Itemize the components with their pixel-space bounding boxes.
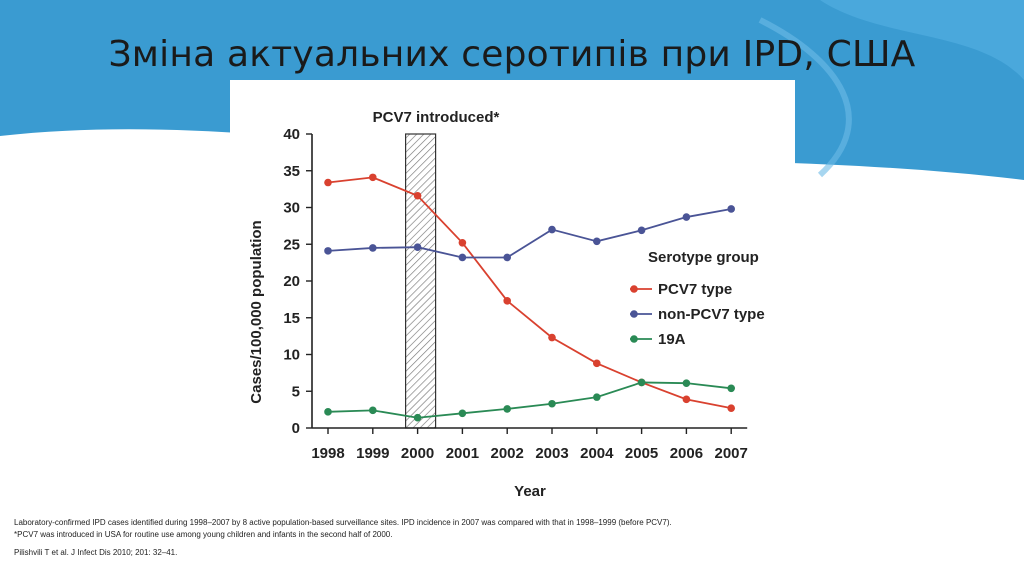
data-point-pcv7-type bbox=[324, 178, 332, 187]
x-tick-label: 1998 bbox=[311, 445, 344, 462]
legend-marker bbox=[630, 335, 638, 343]
header-band-highlight bbox=[820, 0, 1024, 80]
legend-label: non-PCV7 type bbox=[658, 306, 765, 323]
y-tick-label: 15 bbox=[283, 310, 300, 327]
data-point-non-pcv7-type bbox=[727, 205, 735, 213]
line-chart: PCV7 introduced* Cases/100,000 populatio… bbox=[248, 109, 765, 500]
footnote-line-1: Laboratory-confirmed IPD cases identifie… bbox=[14, 518, 672, 527]
x-tick-label: 1999 bbox=[356, 445, 389, 462]
data-point-non-pcv7-type bbox=[593, 237, 601, 246]
series-line-19a bbox=[327, 381, 732, 419]
slide-title: Зміна актуальних серотипів при IPD, США bbox=[108, 34, 916, 75]
chart-panel: PCV7 introduced* Cases/100,000 populatio… bbox=[230, 80, 795, 505]
x-tick-label: 2003 bbox=[535, 445, 568, 462]
data-point-non-pcv7-type bbox=[413, 243, 422, 251]
data-point-non-pcv7-type bbox=[458, 253, 467, 262]
legend-title: Serotype group bbox=[648, 249, 759, 266]
x-tick-label: 2000 bbox=[401, 445, 434, 462]
data-point-pcv7-type bbox=[727, 404, 735, 412]
y-tick-label: 35 bbox=[283, 163, 300, 180]
data-point-non-pcv7-type bbox=[682, 213, 691, 221]
data-point-19a bbox=[637, 378, 646, 387]
data-point-19a bbox=[548, 399, 556, 408]
data-point-non-pcv7-type bbox=[369, 244, 377, 252]
data-point-19a bbox=[369, 406, 377, 415]
data-point-non-pcv7-type bbox=[503, 253, 512, 262]
data-point-pcv7-type bbox=[458, 238, 467, 247]
x-tick-label: 2004 bbox=[580, 445, 614, 462]
data-point-19a bbox=[413, 413, 422, 422]
footnote-line-2: *PCV7 was introduced in USA for routine … bbox=[14, 529, 393, 539]
legend-label: 19A bbox=[658, 331, 686, 348]
y-tick-label: 30 bbox=[283, 200, 300, 217]
data-point-19a bbox=[503, 405, 512, 413]
series-line-pcv7-type bbox=[327, 176, 732, 410]
x-axis-label: Year bbox=[514, 483, 546, 500]
data-point-19a bbox=[727, 384, 735, 393]
data-point-pcv7-type bbox=[593, 359, 601, 368]
data-point-19a bbox=[593, 393, 601, 401]
data-point-non-pcv7-type bbox=[324, 247, 332, 255]
y-tick-label: 5 bbox=[292, 383, 300, 400]
legend-marker bbox=[630, 310, 638, 318]
y-tick-label: 40 bbox=[283, 126, 300, 143]
header-band-curve bbox=[758, 17, 852, 178]
x-tick-label: 2005 bbox=[625, 445, 658, 462]
data-point-pcv7-type bbox=[369, 173, 377, 182]
data-point-19a bbox=[682, 379, 691, 387]
data-point-19a bbox=[458, 409, 467, 418]
series-line-non-pcv7-type bbox=[327, 208, 732, 259]
data-point-non-pcv7-type bbox=[637, 226, 646, 235]
x-tick-label: 2007 bbox=[715, 445, 748, 462]
citation: Pilishvili T et al. J Infect Dis 2010; 2… bbox=[14, 548, 178, 557]
x-tick-label: 2001 bbox=[446, 445, 479, 462]
data-point-pcv7-type bbox=[682, 395, 691, 404]
footnotes: Laboratory-confirmed IPD cases identifie… bbox=[14, 517, 1014, 559]
data-point-19a bbox=[324, 408, 332, 416]
data-point-pcv7-type bbox=[413, 191, 422, 200]
annotation-label: PCV7 introduced* bbox=[373, 109, 500, 126]
y-tick-label: 0 bbox=[292, 420, 300, 437]
y-tick-label: 20 bbox=[283, 273, 300, 290]
pcv7-introduction-band bbox=[405, 133, 437, 429]
legend-label: PCV7 type bbox=[658, 281, 732, 298]
data-point-pcv7-type bbox=[503, 297, 512, 305]
x-tick-label: 2002 bbox=[491, 445, 524, 462]
data-point-pcv7-type bbox=[548, 333, 556, 342]
legend-marker bbox=[630, 285, 638, 293]
data-point-non-pcv7-type bbox=[548, 225, 556, 234]
y-axis-label: Cases/100,000 population bbox=[248, 220, 265, 403]
y-tick-label: 10 bbox=[283, 347, 300, 364]
y-tick-label: 25 bbox=[283, 236, 300, 253]
x-tick-label: 2006 bbox=[670, 445, 703, 462]
